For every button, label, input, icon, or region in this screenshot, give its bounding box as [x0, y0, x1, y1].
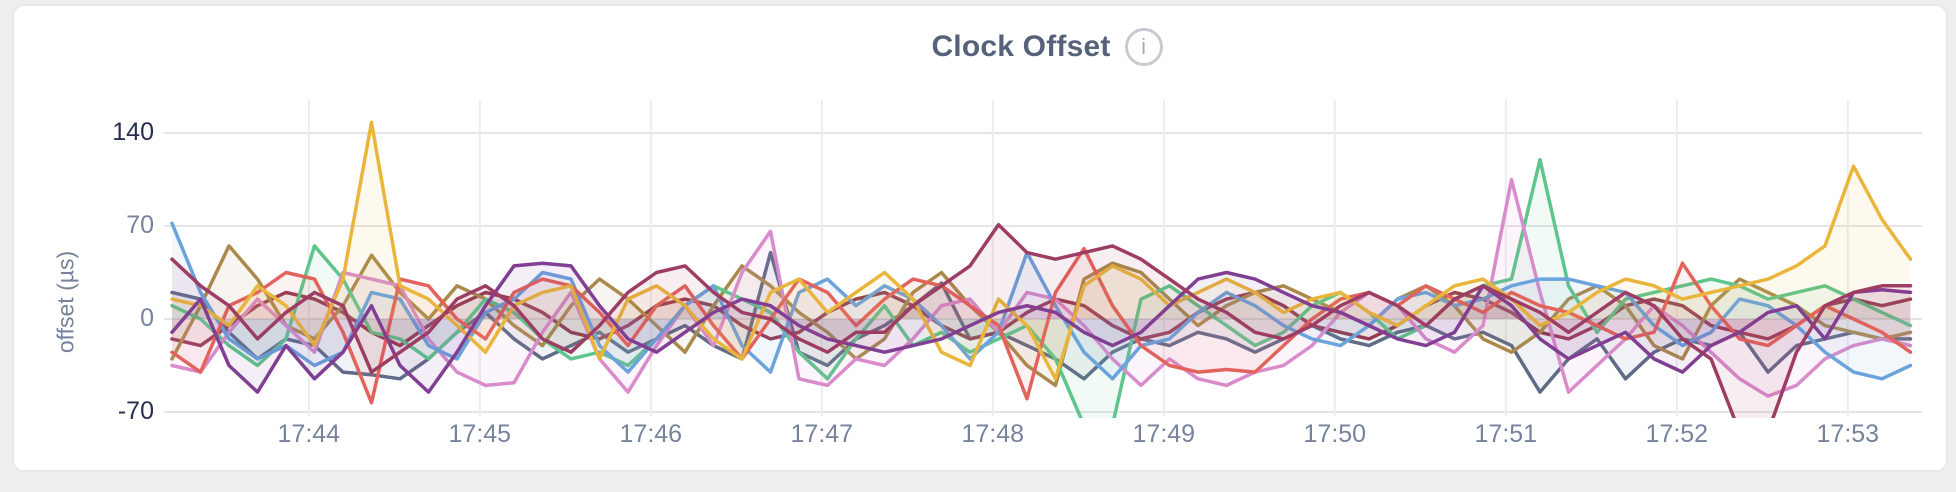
- series-line-gold[interactable]: [170, 120, 1913, 381]
- series-line-red[interactable]: [170, 246, 1913, 405]
- chart-card: Clock Offset i offset (µs) 140 70 0 -70 17:…: [12, 4, 1948, 472]
- x-tick-label: 17:49: [1132, 420, 1196, 448]
- info-icon[interactable]: i: [1124, 28, 1163, 66]
- series-area-red: [172, 248, 1911, 403]
- x-tick-label: 17:53: [1816, 420, 1880, 448]
- clock-offset-line-chart[interactable]: [14, 6, 1956, 492]
- x-tick-label: 17:51: [1474, 420, 1538, 448]
- series-area-gold: [172, 122, 1911, 379]
- x-tick-label: 17:50: [1303, 420, 1367, 448]
- series-area-slate: [172, 252, 1911, 393]
- y-tick-label: 0: [140, 304, 154, 332]
- series-line-orchid[interactable]: [170, 177, 1913, 398]
- x-tick-label: 17:47: [790, 420, 854, 448]
- series-group[interactable]: [170, 120, 1913, 432]
- chart-title: Clock Offset: [931, 30, 1111, 63]
- chart-header: Clock Offset i: [172, 28, 1922, 66]
- x-tick-label: 17:44: [277, 420, 341, 448]
- x-tick-label: 17:46: [619, 420, 683, 448]
- y-tick-label: 140: [112, 118, 154, 146]
- x-tick-label: 17:52: [1645, 420, 1709, 448]
- series-line-blue[interactable]: [170, 221, 1913, 381]
- y-tick-label: 70: [126, 211, 154, 239]
- x-tick-label: 17:48: [961, 420, 1025, 448]
- series-area-crimson: [172, 292, 1911, 346]
- series-line-maroon[interactable]: [170, 222, 1913, 432]
- y-tick-label: -70: [117, 397, 154, 425]
- series-line-crimson[interactable]: [170, 290, 1913, 348]
- series-line-purple[interactable]: [170, 261, 1913, 394]
- series-area-maroon: [172, 224, 1911, 418]
- x-tick-label: 17:45: [448, 420, 512, 448]
